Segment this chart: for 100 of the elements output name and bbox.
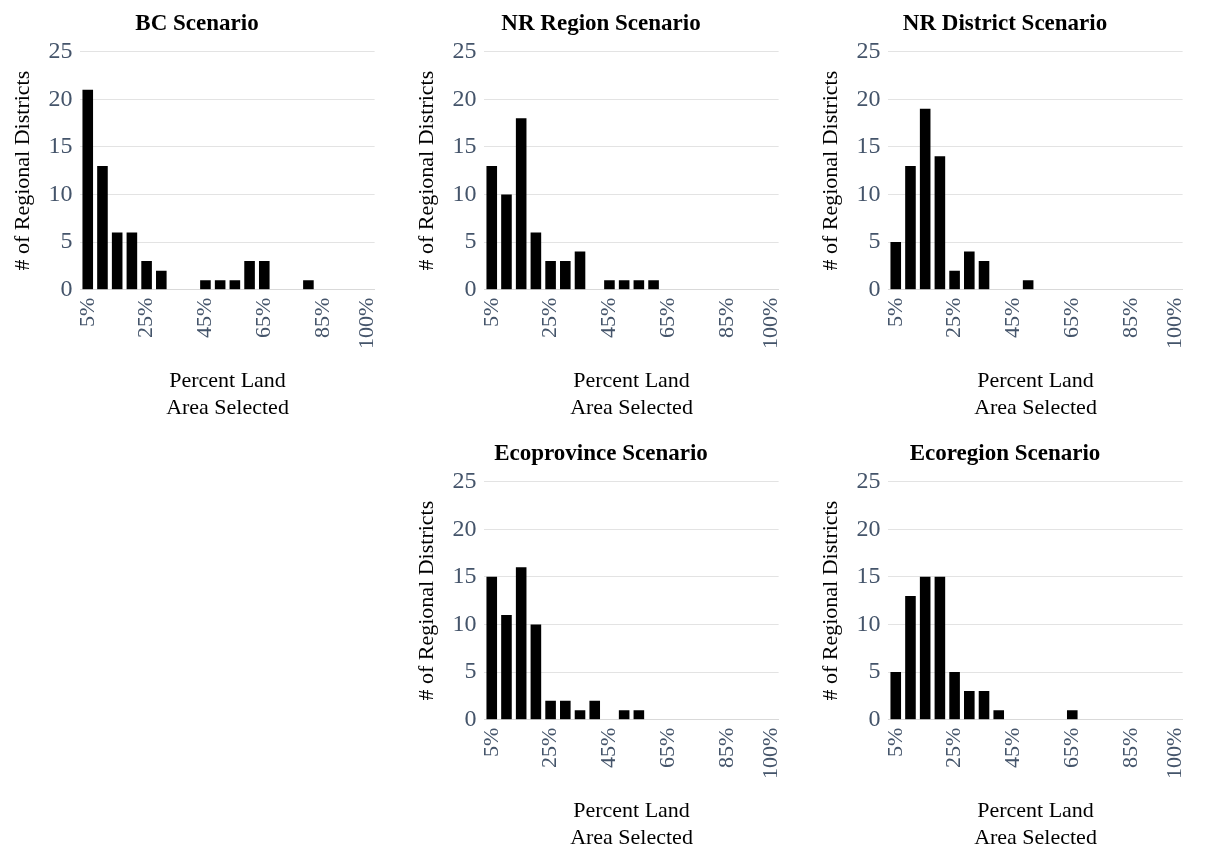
bar	[890, 242, 902, 290]
bar	[589, 700, 601, 720]
x-tick-label: 45%	[191, 297, 217, 338]
bar	[604, 280, 615, 290]
y-tick-label: 0	[464, 274, 477, 301]
x-tick-label: 85%	[712, 297, 738, 338]
bar	[934, 156, 946, 290]
y-tick-label: 5	[60, 227, 73, 254]
bar	[633, 710, 645, 720]
y-tick-label: 20	[452, 514, 477, 541]
y-tick-label: 15	[452, 562, 477, 589]
bar	[648, 280, 659, 290]
chart-title: Ecoprovince Scenario	[494, 439, 708, 465]
bar	[949, 270, 960, 290]
bar	[82, 89, 94, 290]
bar	[97, 165, 108, 290]
x-axis-title: Percent Land Area Selected	[166, 366, 289, 420]
x-tick-label: 100%	[757, 727, 783, 779]
y-tick-label: 20	[48, 84, 73, 111]
y-tick-label: 15	[856, 132, 881, 159]
bar	[501, 194, 512, 290]
x-tick-label: 5%	[477, 727, 503, 757]
y-tick-label: 5	[868, 227, 881, 254]
bar	[560, 700, 571, 720]
x-axis-title: Percent Land Area Selected	[974, 366, 1097, 420]
y-tick-label: 20	[856, 84, 881, 111]
x-tick-label: 25%	[132, 297, 158, 338]
x-tick-label: 65%	[1058, 297, 1084, 338]
bar	[545, 261, 556, 290]
x-tick-label: 25%	[940, 727, 966, 768]
chart-title: BC Scenario	[135, 9, 259, 35]
y-axis-title: # of Regional Districts	[816, 500, 842, 701]
y-tick-label: 10	[452, 179, 477, 206]
y-axis-title: # of Regional Districts	[412, 70, 438, 271]
bar	[618, 280, 630, 290]
y-tick-label: 10	[48, 179, 73, 206]
x-tick-label: 65%	[654, 297, 680, 338]
x-axis-title: Percent Land Area Selected	[974, 796, 1097, 850]
bar	[111, 232, 123, 290]
x-tick-label: 45%	[999, 297, 1025, 338]
y-tick-label: 15	[856, 562, 881, 589]
y-tick-label: 25	[452, 36, 477, 63]
x-tick-label: 65%	[250, 297, 276, 338]
bar	[1022, 280, 1034, 290]
y-tick-label: 10	[452, 609, 477, 636]
x-tick-label: 100%	[1161, 297, 1187, 349]
bar	[574, 251, 586, 290]
bar	[618, 710, 630, 720]
y-tick-label: 20	[856, 514, 881, 541]
x-tick-label: 100%	[353, 297, 379, 349]
bar	[934, 576, 946, 720]
x-tick-label: 45%	[595, 727, 621, 768]
bar	[560, 261, 571, 290]
bar	[964, 691, 975, 720]
x-tick-label: 100%	[1161, 727, 1187, 779]
bar	[905, 165, 916, 290]
y-tick-label: 10	[856, 179, 881, 206]
x-tick-label: 65%	[654, 727, 680, 768]
x-tick-label: 85%	[1116, 297, 1142, 338]
x-tick-label: 65%	[1058, 727, 1084, 768]
bar	[156, 270, 167, 290]
x-tick-label: 25%	[940, 297, 966, 338]
y-axis-title: # of Regional Districts	[8, 70, 34, 271]
y-tick-label: 15	[48, 132, 73, 159]
bar	[964, 251, 975, 290]
bar	[633, 280, 645, 290]
x-tick-label: 45%	[999, 727, 1025, 768]
y-tick-label: 25	[856, 466, 881, 493]
bar	[993, 710, 1005, 720]
bar	[244, 261, 255, 290]
bar	[258, 261, 270, 290]
x-tick-label: 25%	[536, 727, 562, 768]
chart-title: NR District Scenario	[902, 9, 1108, 35]
y-tick-label: 0	[868, 704, 881, 731]
bar	[890, 672, 902, 720]
y-tick-label: 0	[60, 274, 73, 301]
bar	[919, 108, 931, 290]
bar	[229, 280, 241, 290]
y-tick-label: 0	[868, 274, 881, 301]
x-axis-title: Percent Land Area Selected	[570, 796, 693, 850]
y-tick-label: 25	[48, 36, 73, 63]
x-tick-label: 25%	[536, 297, 562, 338]
y-tick-label: 5	[464, 227, 477, 254]
x-tick-label: 100%	[757, 297, 783, 349]
y-tick-label: 25	[452, 466, 477, 493]
x-tick-label: 5%	[73, 297, 99, 327]
x-tick-label: 5%	[477, 297, 503, 327]
y-tick-label: 20	[452, 84, 477, 111]
bar	[515, 118, 527, 290]
x-axis-title: Percent Land Area Selected	[570, 366, 693, 420]
bar	[530, 232, 542, 290]
bar	[545, 700, 556, 720]
y-tick-label: 5	[464, 657, 477, 684]
bar	[214, 280, 226, 290]
y-tick-label: 0	[464, 704, 477, 731]
bar	[978, 261, 990, 290]
bar	[949, 672, 960, 720]
x-tick-label: 85%	[712, 727, 738, 768]
x-tick-label: 85%	[1116, 727, 1142, 768]
bar	[303, 280, 314, 290]
